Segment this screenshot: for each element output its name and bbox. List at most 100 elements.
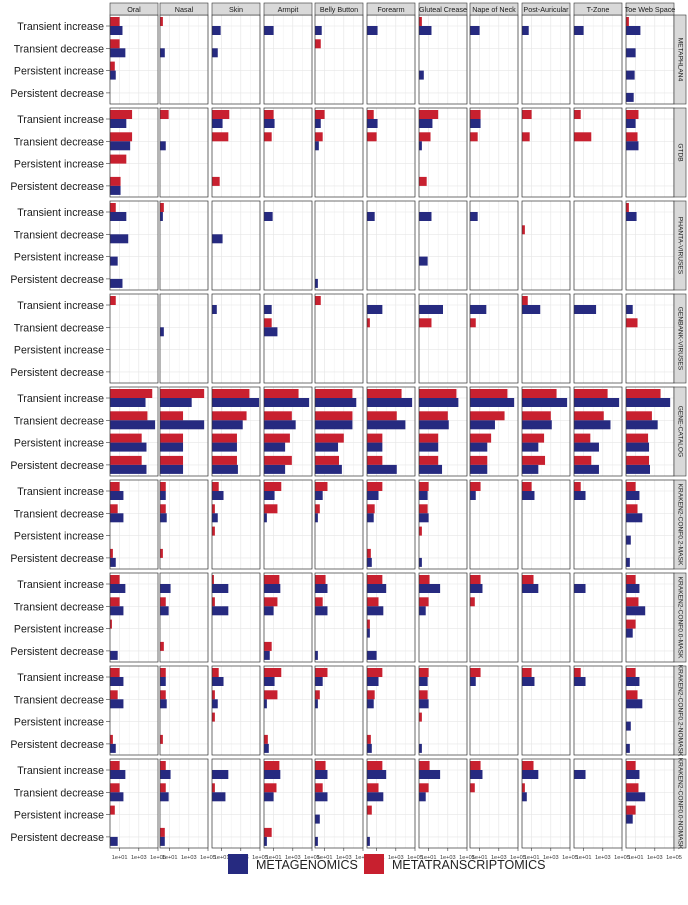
bar-metagenomics — [419, 442, 439, 452]
bar-metagenomics — [574, 491, 586, 500]
bar-metatranscriptomics — [264, 110, 274, 119]
column-label-skin: Skin — [229, 5, 243, 14]
bar-metatranscriptomics — [367, 482, 383, 491]
bar-metagenomics — [264, 770, 281, 779]
bar-metatranscriptomics — [110, 110, 133, 119]
bar-metatranscriptomics — [264, 827, 272, 837]
legend-label-metagenomics: METAGENOMICS — [256, 858, 358, 872]
bar-metatranscriptomics — [212, 411, 247, 421]
bar-metagenomics — [574, 398, 620, 407]
category-label: Persistent increase — [14, 252, 104, 264]
panel-kraken2-conf0-0-mask-belly-button — [314, 572, 364, 663]
bar-metatranscriptomics — [110, 154, 127, 164]
bar-metagenomics — [160, 420, 205, 430]
bar-metagenomics — [626, 48, 636, 58]
bar-metagenomics — [626, 721, 631, 731]
panel-border — [314, 293, 364, 384]
bar-metatranscriptomics — [110, 482, 120, 491]
bar-metagenomics — [315, 699, 318, 709]
panel-background — [470, 480, 518, 569]
bar-metatranscriptomics — [367, 433, 383, 443]
bar-metatranscriptomics — [367, 805, 372, 815]
bar-metagenomics — [626, 535, 631, 545]
bar-metagenomics — [264, 792, 274, 802]
column-label-oral: Oral — [127, 5, 141, 14]
bar-metagenomics — [367, 699, 374, 709]
bar-metagenomics — [110, 442, 147, 452]
bar-metatranscriptomics — [264, 734, 268, 744]
panel-kraken2-conf0-0-nomask-toe-web-space — [625, 758, 675, 849]
bar-metagenomics — [470, 305, 487, 314]
panel-background — [110, 294, 158, 383]
category-label: Persistent increase — [14, 345, 104, 357]
panel-phanta-viruses-belly-button — [314, 200, 364, 291]
bar-metatranscriptomics — [626, 17, 629, 26]
panels-layer — [109, 14, 675, 849]
panel-background — [315, 108, 363, 197]
bar-metatranscriptomics — [160, 110, 169, 119]
panel-border — [521, 293, 571, 384]
panel-background — [315, 666, 363, 755]
bar-metatranscriptomics — [367, 761, 383, 770]
bar-metatranscriptomics — [419, 690, 428, 700]
panel-border — [521, 665, 571, 756]
category-label: Transient increase — [17, 672, 104, 684]
bar-metagenomics — [315, 491, 323, 500]
panel-gene-catalog-t-zone — [573, 386, 623, 477]
bar-metagenomics — [470, 770, 483, 779]
category-label: Transient decrease — [14, 787, 104, 799]
bar-metagenomics — [110, 256, 118, 266]
bar-metatranscriptomics — [160, 783, 166, 793]
panel-border — [263, 386, 313, 477]
bar-metatranscriptomics — [264, 783, 277, 793]
panel-border — [418, 293, 468, 384]
panel-metaphlan4-belly-button — [314, 14, 364, 105]
bar-metatranscriptomics — [367, 734, 371, 744]
bar-metagenomics — [212, 26, 221, 35]
panel-metaphlan4-nape-of-neck — [469, 14, 519, 105]
strip-kraken2-conf0-0-mask — [673, 572, 687, 663]
category-label: Transient decrease — [14, 694, 104, 706]
panel-border — [366, 572, 416, 663]
bar-metatranscriptomics — [626, 504, 638, 514]
bar-metagenomics — [367, 770, 387, 779]
bar-metatranscriptomics — [110, 389, 153, 398]
bar-metatranscriptomics — [522, 411, 551, 421]
panel-metaphlan4-t-zone — [573, 14, 623, 105]
bar-metagenomics — [574, 584, 586, 593]
bar-metatranscriptomics — [419, 455, 439, 465]
bar-metatranscriptomics — [212, 482, 219, 491]
bar-metatranscriptomics — [110, 296, 116, 305]
bar-metagenomics — [315, 26, 322, 35]
category-label: Persistent decrease — [10, 181, 104, 193]
panel-kraken2-conf0-0-nomask-nasal — [159, 758, 209, 849]
bar-metatranscriptomics — [160, 433, 184, 443]
panel-background — [574, 201, 622, 290]
bar-metagenomics — [522, 464, 539, 474]
bar-metatranscriptomics — [419, 433, 439, 443]
bar-metatranscriptomics — [367, 411, 397, 421]
bar-metagenomics — [419, 141, 422, 151]
bar-metatranscriptomics — [574, 389, 608, 398]
bar-metagenomics — [315, 278, 318, 288]
bar-metatranscriptomics — [367, 132, 377, 142]
panel-background — [522, 108, 570, 197]
column-label-belly-button: Belly Button — [320, 5, 358, 14]
bar-metatranscriptomics — [315, 433, 344, 443]
bar-metagenomics — [160, 699, 167, 709]
bar-metatranscriptomics — [470, 761, 481, 770]
bar-metatranscriptomics — [160, 690, 166, 700]
strip-forearm — [366, 2, 416, 16]
panel-gtdb-nasal — [159, 107, 209, 198]
x-tick-label: 1e+05 — [150, 855, 166, 861]
panel-border — [469, 479, 519, 570]
bar-metagenomics — [110, 398, 146, 407]
bar-metagenomics — [626, 464, 650, 474]
panel-kraken2-conf0-2-nomask-post-auricular — [521, 665, 571, 756]
bar-metagenomics — [419, 420, 449, 430]
bar-metatranscriptomics — [212, 176, 220, 186]
bar-metagenomics — [110, 699, 124, 709]
panel-background — [470, 201, 518, 290]
panel-background — [160, 480, 208, 569]
bar-metatranscriptomics — [470, 110, 481, 119]
